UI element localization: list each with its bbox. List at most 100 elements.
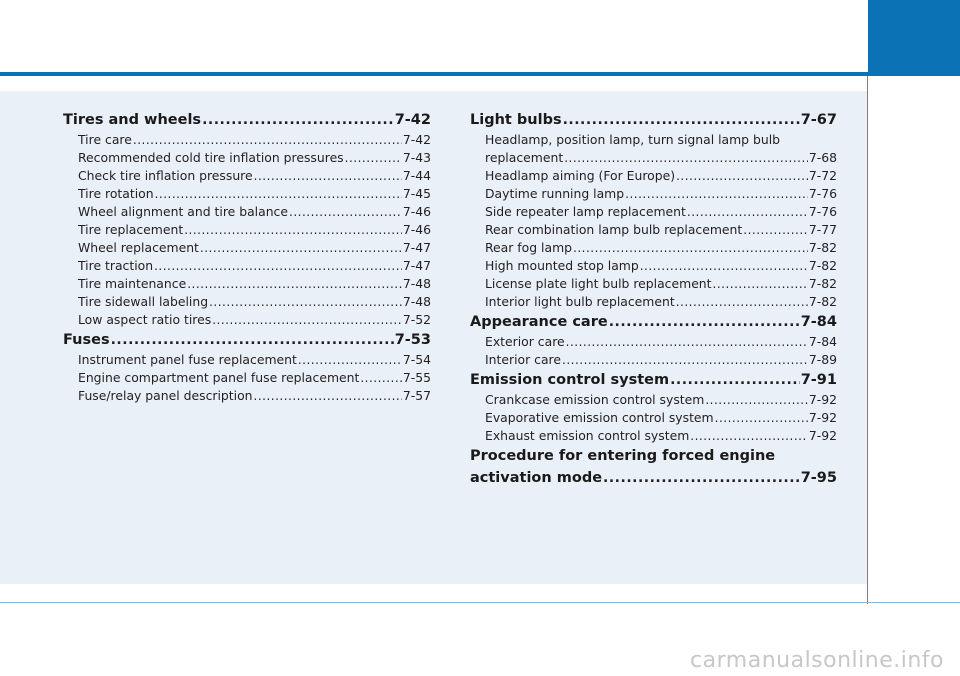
toc-sub-entry[interactable]: Wheel alignment and tire balance 7-46 [63,203,431,221]
dot-leader [562,351,808,369]
entry-page: 7-82 [808,240,837,255]
entry-title: Recommended cold tire inflation pressure… [78,150,344,165]
toc-section-entry[interactable]: Tires and wheels 7-42 [63,109,431,131]
dot-leader [715,409,808,427]
entry-page: 7-47 [402,240,431,255]
entry-title: License plate light bulb replacement [485,276,712,291]
toc-sub-entry[interactable]: Engine compartment panel fuse replacemen… [63,369,431,387]
dot-leader [566,333,808,351]
entry-title: Tire traction [78,258,154,273]
dot-leader [676,167,808,185]
entry-title: Evaporative emission control system [485,410,714,425]
toc-sub-entry-wrap[interactable]: Headlamp, position lamp, turn signal lam… [485,132,781,147]
toc-section-entry[interactable]: Fuses 7-53 [63,329,431,351]
entry-page: 7-46 [402,204,431,219]
toc-sub-entry[interactable]: Instrument panel fuse replacement 7-54 [63,351,431,369]
entry-page: 7-84 [808,334,837,349]
footer-rule [0,602,960,603]
toc-sub-entry[interactable]: Recommended cold tire inflation pressure… [63,149,431,167]
dot-leader [564,149,808,167]
toc-sub-entry[interactable]: High mounted stop lamp 7-82 [470,257,837,275]
dot-leader [360,369,402,387]
entry-page: 7-46 [402,222,431,237]
toc-section-entry[interactable]: Appearance care 7-84 [470,311,837,333]
toc-sub-entry[interactable]: Evaporative emission control system 7-92 [470,409,837,427]
toc-sub-entry[interactable]: replacement 7-68 [470,149,837,167]
toc-sub-entry[interactable]: Fuse/relay panel description 7-57 [63,387,431,405]
toc-sub-entry[interactable]: Wheel replacement 7-47 [63,239,431,257]
toc-sub-entry[interactable]: Tire sidewall labeling 7-48 [63,293,431,311]
toc-sub-entry[interactable]: Tire maintenance 7-48 [63,275,431,293]
dot-leader [298,351,402,369]
toc-left-column: Tires and wheels 7-42 Tire care 7-42 Recom… [63,109,431,405]
entry-page: 7-43 [402,150,431,165]
toc-sub-entry[interactable]: Side repeater lamp replacement 7-76 [470,203,837,221]
toc-sub-entry[interactable]: Low aspect ratio tires 7-52 [63,311,431,329]
entry-title: Check tire inflation pressure [78,168,253,183]
entry-title: Tire maintenance [78,276,187,291]
entry-page: 7-92 [808,392,837,407]
entry-title: Emission control system [470,372,670,388]
dot-leader [640,257,808,275]
toc-sub-entry[interactable]: Headlamp aiming (For Europe) 7-72 [470,167,837,185]
entry-title: Fuses [63,332,110,348]
entry-title: Interior light bulb replacement [485,294,675,309]
dot-leader [133,131,402,149]
chapter-tab [868,0,960,76]
toc-section-entry[interactable]: Emission control system 7-91 [470,369,837,391]
entry-title: Engine compartment panel fuse replacemen… [78,370,360,385]
entry-page: 7-95 [800,470,837,486]
toc-sub-entry[interactable]: Exhaust emission control system 7-92 [470,427,837,445]
entry-page: 7-68 [808,150,837,165]
dot-leader [254,167,402,185]
entry-title: activation mode [470,470,603,486]
toc-sub-entry[interactable]: Tire rotation 7-45 [63,185,431,203]
dot-leader [563,109,800,131]
toc-sub-entry[interactable]: Check tire inflation pressure 7-44 [63,167,431,185]
toc-sub-entry[interactable]: Crankcase emission control system 7-92 [470,391,837,409]
dot-leader [212,311,402,329]
entry-page: 7-76 [808,186,837,201]
dot-leader [200,239,402,257]
header-rule [0,72,868,76]
dot-leader [609,311,800,333]
entry-page: 7-42 [394,112,431,128]
toc-section-entry[interactable]: activation mode 7-95 [470,467,837,489]
dot-leader [345,149,402,167]
dot-leader [254,387,402,405]
toc-section-entry[interactable]: Light bulbs 7-67 [470,109,837,131]
toc-sub-entry[interactable]: License plate light bulb replacement 7-82 [470,275,837,293]
entry-page: 7-92 [808,428,837,443]
toc-sub-entry[interactable]: Daytime running lamp 7-76 [470,185,837,203]
entry-title: Tire replacement [78,222,184,237]
entry-page: 7-77 [808,222,837,237]
entry-title: Wheel replacement [78,240,199,255]
entry-page: 7-82 [808,294,837,309]
entry-title: Side repeater lamp replacement [485,204,686,219]
dot-leader [603,467,800,489]
dot-leader [676,293,808,311]
entry-page: 7-47 [402,258,431,273]
toc-section-entry-wrap[interactable]: Procedure for entering forced engine [470,448,776,464]
entry-title: Tire sidewall labeling [78,294,209,309]
entry-page: 7-92 [808,410,837,425]
dot-leader [705,391,808,409]
toc-sub-entry[interactable]: Tire traction 7-47 [63,257,431,275]
toc-sub-entry[interactable]: Interior light bulb replacement 7-82 [470,293,837,311]
entry-title: Interior care [485,352,561,367]
toc-sub-entry[interactable]: Exterior care 7-84 [470,333,837,351]
entry-title: Appearance care [470,314,608,330]
entry-page: 7-55 [402,370,431,385]
entry-page: 7-72 [808,168,837,183]
toc-sub-entry[interactable]: Rear combination lamp bulb replacement 7-… [470,221,837,239]
toc-sub-entry[interactable]: Interior care 7-89 [470,351,837,369]
dot-leader [187,275,402,293]
toc-sub-entry[interactable]: Rear fog lamp 7-82 [470,239,837,257]
dot-leader [573,239,808,257]
dot-leader [184,221,402,239]
toc-sub-entry[interactable]: Tire care 7-42 [63,131,431,149]
entry-page: 7-82 [808,258,837,273]
dot-leader [111,329,394,351]
toc-sub-entry[interactable]: Tire replacement 7-46 [63,221,431,239]
dot-leader [154,257,402,275]
